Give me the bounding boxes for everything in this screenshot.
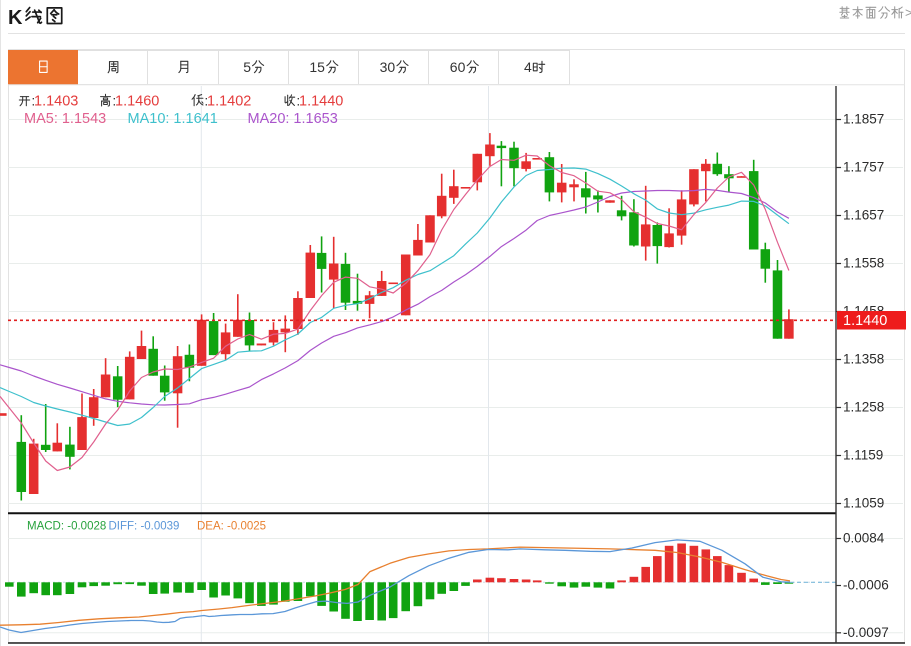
- svg-text:MA5: 1.1543: MA5: 1.1543: [24, 111, 106, 127]
- svg-text:1.1440: 1.1440: [299, 94, 343, 110]
- svg-text:-0.0006: -0.0006: [843, 578, 889, 593]
- svg-text:1.1258: 1.1258: [843, 400, 884, 415]
- svg-text::: :: [31, 93, 35, 109]
- svg-text::: :: [204, 93, 208, 109]
- svg-text:1.1358: 1.1358: [843, 352, 884, 367]
- svg-text:1.1460: 1.1460: [115, 94, 159, 110]
- svg-text:-0.0097: -0.0097: [843, 625, 889, 640]
- svg-text:4: 4: [524, 59, 532, 75]
- svg-text:1.1558: 1.1558: [843, 256, 884, 271]
- svg-text:DIFF: -0.0039: DIFF: -0.0039: [109, 521, 180, 533]
- svg-text:60: 60: [450, 59, 466, 75]
- svg-text:0.0084: 0.0084: [843, 531, 885, 546]
- svg-text:MA10: 1.1641: MA10: 1.1641: [128, 111, 218, 127]
- svg-text::: :: [112, 93, 116, 109]
- svg-text:30: 30: [380, 59, 396, 75]
- svg-text:5: 5: [243, 59, 251, 75]
- svg-text:1.1857: 1.1857: [843, 112, 884, 127]
- svg-text:1.1657: 1.1657: [843, 208, 884, 223]
- svg-text:1.1059: 1.1059: [843, 496, 884, 511]
- svg-text:1.1159: 1.1159: [843, 448, 883, 463]
- svg-text:1.1402: 1.1402: [207, 94, 251, 110]
- svg-text:1.1440: 1.1440: [843, 313, 887, 329]
- svg-text:1.1403: 1.1403: [34, 94, 78, 110]
- svg-text:>: >: [905, 5, 911, 20]
- svg-text:MA20: 1.1653: MA20: 1.1653: [248, 111, 338, 127]
- svg-text::: :: [296, 93, 300, 109]
- svg-text:MACD: -0.0028: MACD: -0.0028: [27, 521, 106, 533]
- svg-text:15: 15: [309, 59, 325, 75]
- svg-text:DEA: -0.0025: DEA: -0.0025: [197, 521, 266, 533]
- svg-text:1.1757: 1.1757: [843, 160, 884, 175]
- svg-text:K: K: [8, 7, 23, 29]
